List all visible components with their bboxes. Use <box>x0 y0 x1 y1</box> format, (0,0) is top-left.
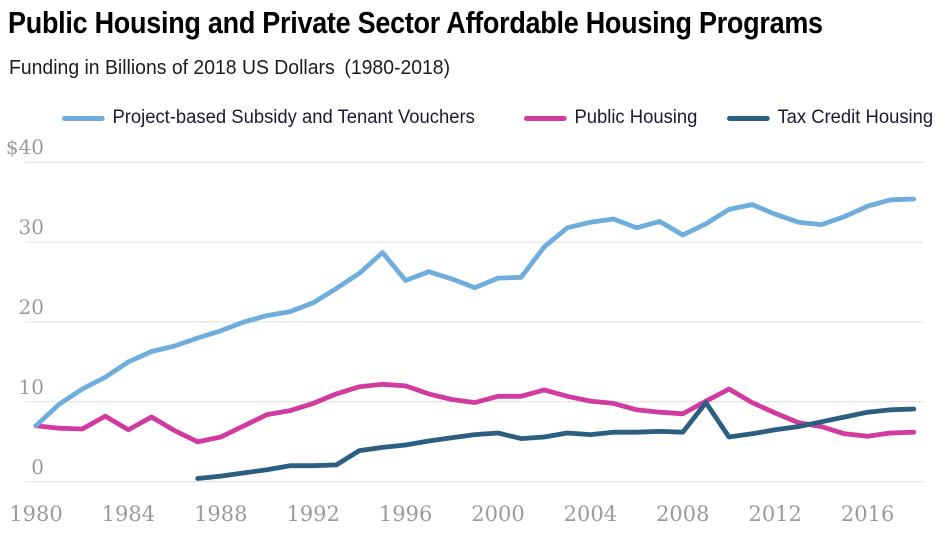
x-axis-label-2004: 2004 <box>563 502 618 526</box>
x-axis-label-1988: 1988 <box>194 502 248 526</box>
legend-label-public-housing: Public Housing <box>574 107 698 128</box>
chart-subtitle: Funding in Billions of 2018 US Dollars (1… <box>9 57 450 80</box>
y-axis-label-0: 0 <box>31 454 44 479</box>
x-axis-label-1980: 1980 <box>9 502 63 526</box>
x-axis-label-2008: 2008 <box>656 502 710 526</box>
x-axis-label-1996: 1996 <box>378 502 433 526</box>
legend-item-project-based: Project-based Subsidy and Tenant Voucher… <box>62 107 475 129</box>
legend-label-project-based: Project-based Subsidy and Tenant Voucher… <box>112 107 475 128</box>
subtitle-text: Funding in Billions of 2018 US Dollars <box>9 57 335 79</box>
legend-label-tax-credit: Tax Credit Housing <box>777 107 934 128</box>
y-axis-label-20: 20 <box>18 295 44 319</box>
gridlines <box>25 161 923 483</box>
legend-swatch-public-housing <box>524 115 567 121</box>
legend-item-public-housing: Public Housing <box>524 107 697 129</box>
subtitle-year-range: (1980-2018) <box>344 57 451 79</box>
line-public-housing <box>33 381 917 445</box>
y-axis-label-10: 10 <box>18 374 44 399</box>
x-axis-label-2016: 2016 <box>840 502 895 526</box>
chart-title: Public Housing and Private Sector Afford… <box>8 5 823 40</box>
legend-swatch-project-based <box>62 115 105 121</box>
line-project-based-subsidy <box>33 196 917 429</box>
x-axis-label-2012: 2012 <box>748 502 802 526</box>
y-axis-label-40: $40 <box>5 135 44 160</box>
legend-item-tax-credit: Tax Credit Housing <box>727 107 933 129</box>
legend-swatch-tax-credit <box>727 115 770 121</box>
y-axis-label-30: 30 <box>18 215 44 240</box>
x-axis-label-1992: 1992 <box>286 502 340 526</box>
x-axis-label-2000: 2000 <box>471 502 525 526</box>
line-tax-credit-housing <box>195 400 917 481</box>
x-axis-label-1984: 1984 <box>101 502 156 526</box>
